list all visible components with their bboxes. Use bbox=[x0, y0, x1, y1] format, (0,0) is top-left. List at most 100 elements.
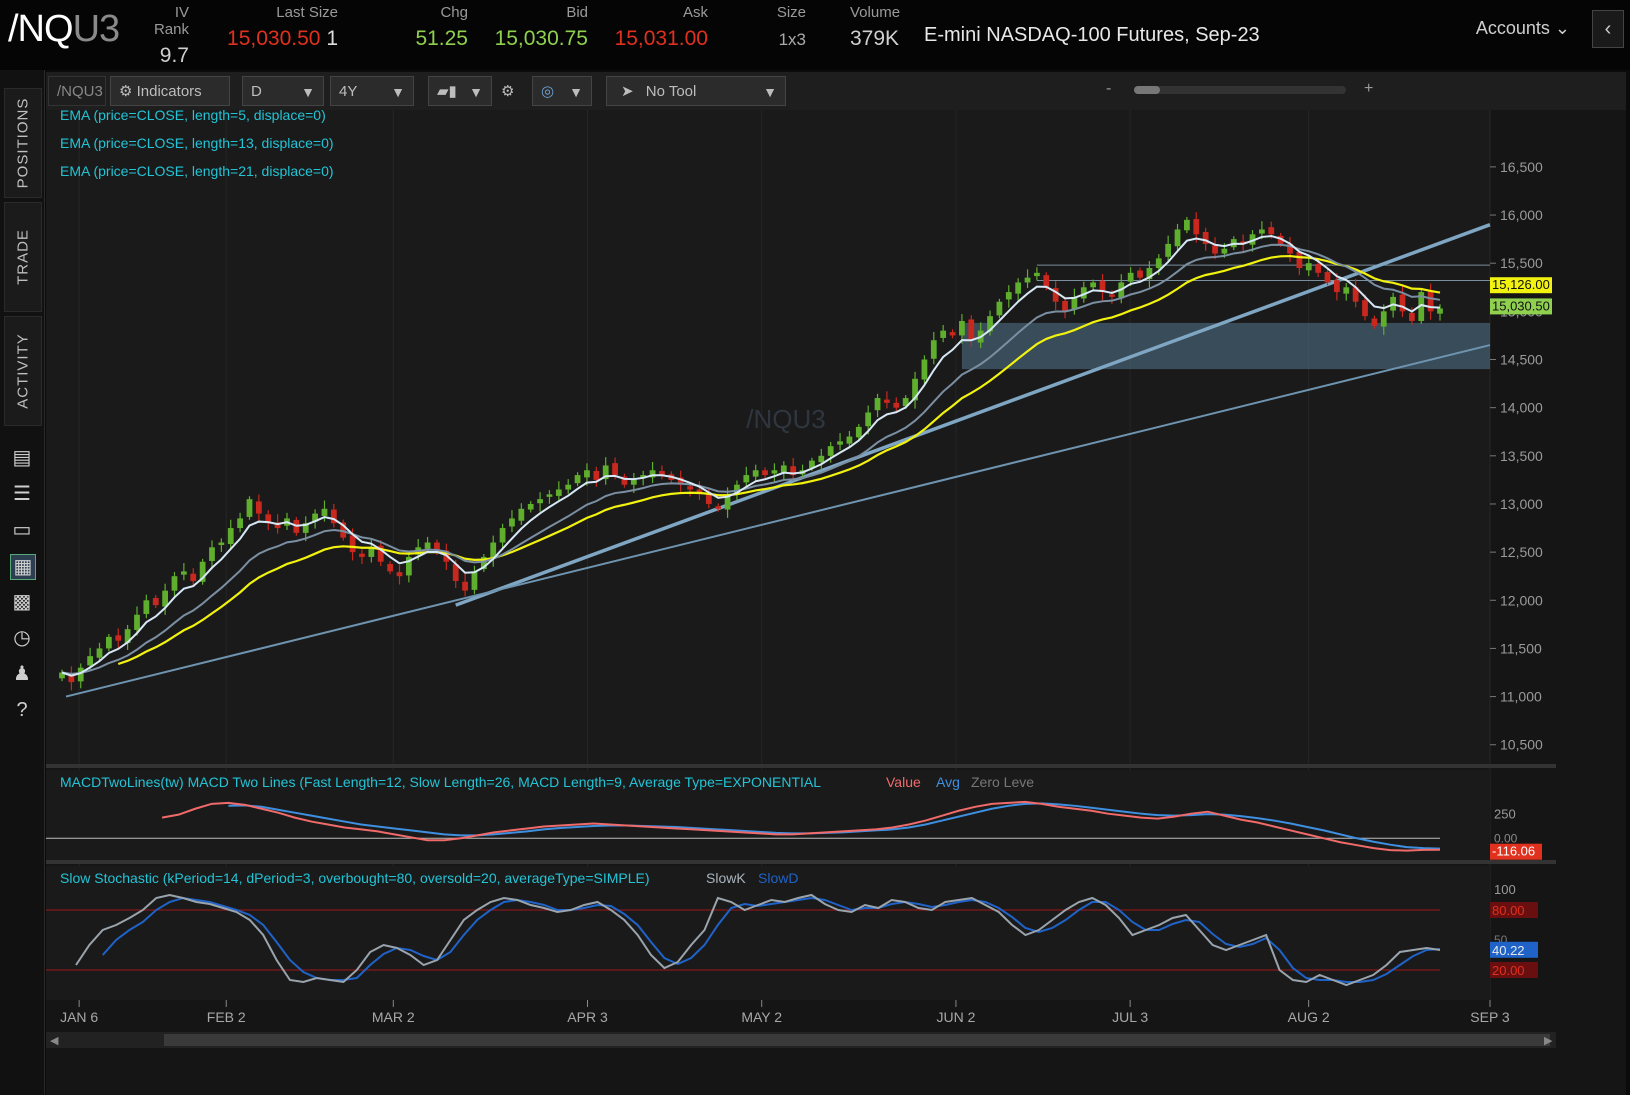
candle[interactable] bbox=[874, 393, 881, 418]
chart-grid-icon[interactable]: ▦ bbox=[10, 554, 36, 580]
aggregation-dropdown[interactable]: D ▼ bbox=[242, 76, 324, 106]
candle[interactable] bbox=[480, 554, 487, 572]
candle[interactable] bbox=[987, 310, 993, 336]
candle[interactable] bbox=[302, 516, 309, 542]
candle[interactable] bbox=[752, 464, 759, 481]
drawing-style-dropdown[interactable]: ◎ ▼ bbox=[532, 76, 592, 106]
candle[interactable] bbox=[1137, 267, 1143, 281]
candle[interactable] bbox=[1184, 216, 1190, 234]
candle[interactable] bbox=[921, 355, 928, 387]
candle[interactable] bbox=[1333, 273, 1340, 301]
candle[interactable] bbox=[105, 633, 112, 652]
gauge-icon[interactable]: ◷ bbox=[13, 627, 31, 649]
study-label-ema5[interactable]: EMA (price=CLOSE, length=5, displace=0) bbox=[60, 110, 326, 123]
candle[interactable] bbox=[565, 479, 572, 494]
candle[interactable] bbox=[462, 573, 468, 597]
candle[interactable] bbox=[837, 433, 843, 451]
candle[interactable] bbox=[593, 466, 600, 487]
candle[interactable] bbox=[1362, 294, 1368, 321]
candle[interactable] bbox=[1287, 237, 1293, 262]
candle[interactable] bbox=[546, 490, 553, 504]
candle[interactable] bbox=[359, 549, 365, 564]
candle[interactable] bbox=[162, 583, 169, 615]
news-icon[interactable]: ▤ bbox=[12, 447, 32, 469]
candle[interactable] bbox=[490, 535, 497, 567]
list-icon[interactable]: ☰ bbox=[13, 483, 31, 505]
candle[interactable] bbox=[1165, 235, 1172, 263]
people-icon[interactable]: ♟ bbox=[13, 663, 31, 685]
candle[interactable] bbox=[115, 628, 122, 650]
candle[interactable] bbox=[949, 329, 956, 339]
candle[interactable] bbox=[218, 538, 225, 552]
candle[interactable] bbox=[209, 540, 215, 570]
candle[interactable] bbox=[930, 331, 937, 365]
candle[interactable] bbox=[1174, 223, 1181, 251]
candle[interactable] bbox=[818, 448, 825, 471]
candle[interactable] bbox=[377, 540, 384, 566]
symbol-title[interactable]: /NQU3 bbox=[8, 8, 120, 51]
symbol-selector[interactable]: /NQU3 bbox=[48, 76, 106, 106]
candle[interactable] bbox=[246, 496, 253, 520]
candle[interactable] bbox=[659, 465, 665, 480]
candle[interactable] bbox=[68, 666, 75, 691]
candle[interactable] bbox=[968, 315, 975, 348]
candle[interactable] bbox=[677, 470, 684, 493]
candle[interactable] bbox=[1090, 279, 1097, 291]
candle[interactable] bbox=[1034, 267, 1040, 281]
zoom-slider-thumb[interactable] bbox=[1134, 86, 1160, 94]
candle[interactable] bbox=[1062, 296, 1068, 319]
accounts-menu[interactable]: Accounts ⌄ bbox=[1476, 18, 1570, 39]
candle[interactable] bbox=[1146, 261, 1153, 288]
candle[interactable] bbox=[715, 503, 722, 512]
stochastic-study-label[interactable]: Slow Stochastic (kPeriod=14, dPeriod=3, … bbox=[60, 870, 650, 886]
candle[interactable] bbox=[1352, 278, 1359, 308]
candle[interactable] bbox=[1015, 278, 1022, 301]
candle[interactable] bbox=[884, 391, 890, 409]
candle[interactable] bbox=[1024, 269, 1031, 289]
candle[interactable] bbox=[959, 314, 965, 344]
chart-type-dropdown[interactable]: ▰▮ ▼ bbox=[428, 76, 492, 106]
candle[interactable] bbox=[762, 467, 768, 478]
scroll-right-icon[interactable]: ▶ bbox=[1544, 1035, 1553, 1047]
zoom-out-button[interactable]: - bbox=[1106, 80, 1112, 97]
candle[interactable] bbox=[527, 501, 534, 513]
collapse-panel-button[interactable]: ‹ bbox=[1592, 10, 1624, 48]
candle[interactable] bbox=[1052, 281, 1059, 311]
indicators-button[interactable]: ⚙ Indicators bbox=[110, 76, 230, 106]
candle[interactable] bbox=[312, 509, 318, 529]
candle[interactable] bbox=[1343, 283, 1350, 301]
tv-icon[interactable]: ▭ bbox=[12, 519, 32, 541]
drawing-tool-dropdown[interactable]: ➤ No Tool ▼ bbox=[606, 76, 786, 106]
candle[interactable] bbox=[1324, 269, 1331, 286]
candle[interactable] bbox=[1399, 286, 1406, 317]
chart-settings-button[interactable]: ⚙ bbox=[496, 76, 522, 106]
candle[interactable] bbox=[471, 565, 478, 595]
candle[interactable] bbox=[555, 481, 562, 502]
candle[interactable] bbox=[1193, 212, 1200, 243]
candle[interactable] bbox=[499, 523, 506, 550]
tab-positions[interactable]: POSITIONS bbox=[4, 88, 42, 198]
candle[interactable] bbox=[199, 558, 206, 585]
candle[interactable] bbox=[771, 463, 778, 482]
candle[interactable] bbox=[237, 512, 243, 533]
tab-trade[interactable]: TRADE bbox=[4, 202, 42, 312]
candle[interactable] bbox=[574, 472, 581, 487]
candle[interactable] bbox=[59, 669, 65, 682]
candle[interactable] bbox=[1127, 267, 1134, 286]
candle[interactable] bbox=[602, 457, 609, 485]
candle[interactable] bbox=[1371, 315, 1378, 329]
candle[interactable] bbox=[518, 503, 525, 525]
study-label-ema21[interactable]: EMA (price=CLOSE, length=21, displace=0) bbox=[60, 163, 334, 179]
candle[interactable] bbox=[255, 494, 262, 522]
candle[interactable] bbox=[96, 642, 103, 662]
candle[interactable] bbox=[190, 568, 197, 586]
candle[interactable] bbox=[1080, 281, 1087, 303]
candle[interactable] bbox=[1427, 283, 1434, 320]
help-icon[interactable]: ? bbox=[16, 699, 28, 721]
bid[interactable]: Bid 15,030.75 bbox=[490, 4, 588, 51]
candle[interactable] bbox=[405, 552, 412, 583]
candle[interactable] bbox=[387, 561, 393, 575]
candle[interactable] bbox=[743, 466, 750, 488]
candle[interactable] bbox=[134, 606, 140, 636]
candle[interactable] bbox=[855, 424, 862, 441]
